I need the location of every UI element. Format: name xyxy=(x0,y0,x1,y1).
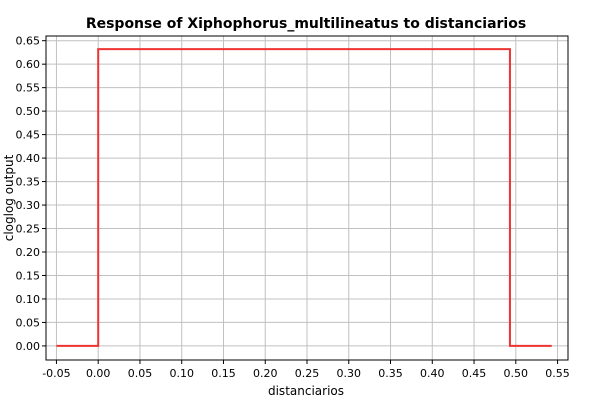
x-tick-label: 0.40 xyxy=(420,367,445,380)
series-group xyxy=(56,48,552,347)
x-tick-label: 0.10 xyxy=(169,367,194,380)
y-tick-label: 0.25 xyxy=(16,223,41,236)
x-tick-label: 0.45 xyxy=(462,367,487,380)
y-tick-label: 0.55 xyxy=(16,82,41,95)
x-tick-label: 0.55 xyxy=(545,367,570,380)
x-tick-label: 0.00 xyxy=(86,367,111,380)
x-tick-label: 0.15 xyxy=(211,367,236,380)
grid-lines xyxy=(46,36,568,360)
x-tick-label: 0.20 xyxy=(253,367,278,380)
x-axis-ticks: -0.05 0.00 0.05 0.10 0.15 0.20 0.25 0.30 0.35 0.4… xyxy=(42,360,570,380)
y-axis-label: cloglog output xyxy=(2,154,16,241)
y-tick-label: 0.60 xyxy=(16,58,41,71)
y-tick-label: 0.15 xyxy=(16,269,41,282)
y-tick-label: 0.40 xyxy=(16,152,41,165)
y-tick-label: 0.50 xyxy=(16,105,41,118)
y-tick-label: 0.00 xyxy=(16,340,41,353)
y-tick-label: 0.30 xyxy=(16,199,41,212)
y-tick-label: 0.65 xyxy=(16,35,41,48)
x-axis-label: distanciarios xyxy=(268,384,344,398)
y-axis-ticks: 0.00 0.05 0.10 0.15 0.20 0.25 0.30 0.35 0.40 0.45… xyxy=(16,35,46,353)
y-tick-label: 0.10 xyxy=(16,293,41,306)
x-tick-label: 0.35 xyxy=(378,367,403,380)
response-series-line xyxy=(56,48,552,347)
y-tick-label: 0.05 xyxy=(16,316,41,329)
x-tick-label: 0.25 xyxy=(295,367,320,380)
y-tick-label: 0.20 xyxy=(16,246,41,259)
x-tick-label: 0.50 xyxy=(504,367,529,380)
x-tick-label: 0.05 xyxy=(128,367,153,380)
x-tick-label: -0.05 xyxy=(42,367,70,380)
y-tick-label: 0.45 xyxy=(16,129,41,142)
chart-title: Response of Xiphophorus_multilineatus to… xyxy=(86,16,526,32)
x-tick-label: 0.30 xyxy=(337,367,362,380)
y-tick-label: 0.35 xyxy=(16,176,41,189)
